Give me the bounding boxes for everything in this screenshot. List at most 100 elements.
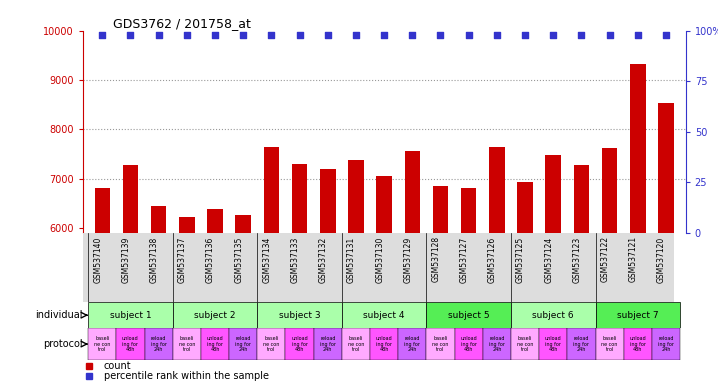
Bar [88, 328, 116, 360]
Point [463, 32, 475, 38]
Point [266, 32, 277, 38]
Text: reload
ing for
24h: reload ing for 24h [236, 336, 251, 352]
Bar [116, 328, 144, 360]
Point [294, 32, 305, 38]
Bar [348, 160, 364, 384]
Bar [123, 165, 139, 384]
Text: GSM537126: GSM537126 [488, 236, 497, 283]
Text: reload
ing for
24h: reload ing for 24h [151, 336, 167, 352]
Text: GSM537128: GSM537128 [432, 236, 441, 283]
Text: baseli
ne con
trol: baseli ne con trol [517, 336, 533, 352]
Text: GSM537124: GSM537124 [544, 236, 554, 283]
Text: GSM537121: GSM537121 [629, 236, 638, 283]
Text: unload
ing for
48h: unload ing for 48h [292, 336, 308, 352]
Bar [539, 328, 567, 360]
Point [96, 32, 108, 38]
Point [576, 32, 587, 38]
Point [181, 32, 192, 38]
Point [350, 32, 362, 38]
Text: GSM537123: GSM537123 [572, 236, 582, 283]
Bar [426, 302, 511, 328]
Text: subject 7: subject 7 [617, 311, 658, 320]
Bar [426, 328, 454, 360]
Text: unload
ing for
48h: unload ing for 48h [630, 336, 646, 352]
Bar [292, 164, 307, 384]
Text: unload
ing for
48h: unload ing for 48h [460, 336, 477, 352]
Text: subject 1: subject 1 [110, 311, 151, 320]
Text: reload
ing for
24h: reload ing for 24h [658, 336, 674, 352]
Bar [95, 187, 110, 384]
Bar [229, 328, 257, 360]
Bar [511, 302, 595, 328]
Point [378, 32, 390, 38]
Text: unload
ing for
48h: unload ing for 48h [122, 336, 139, 352]
Bar [286, 328, 314, 360]
Bar [398, 328, 426, 360]
Text: protocol: protocol [43, 339, 83, 349]
Bar [257, 302, 342, 328]
Bar [88, 302, 173, 328]
Text: reload
ing for
24h: reload ing for 24h [404, 336, 420, 352]
Text: GSM537129: GSM537129 [404, 236, 412, 283]
Text: baseli
ne con
trol: baseli ne con trol [602, 336, 617, 352]
Bar [144, 328, 173, 360]
Text: unload
ing for
48h: unload ing for 48h [376, 336, 393, 352]
Bar [517, 182, 533, 384]
Bar [173, 328, 201, 360]
Bar [179, 217, 195, 384]
Bar [602, 148, 617, 384]
Bar [208, 209, 223, 384]
Text: reload
ing for
24h: reload ing for 24h [489, 336, 505, 352]
Bar [314, 328, 342, 360]
Text: subject 4: subject 4 [363, 311, 405, 320]
Point [519, 32, 531, 38]
Bar [257, 328, 286, 360]
Bar [595, 328, 624, 360]
Text: GSM537135: GSM537135 [234, 236, 243, 283]
Point [125, 32, 136, 38]
Point [153, 32, 164, 38]
Text: unload
ing for
48h: unload ing for 48h [545, 336, 561, 352]
Text: baseli
ne con
trol: baseli ne con trol [432, 336, 449, 352]
Text: subject 5: subject 5 [448, 311, 490, 320]
Bar [624, 328, 652, 360]
Text: reload
ing for
24h: reload ing for 24h [320, 336, 336, 352]
Bar [264, 147, 279, 384]
Bar [574, 166, 589, 384]
Point [661, 32, 672, 38]
Text: baseli
ne con
trol: baseli ne con trol [264, 336, 279, 352]
Bar [511, 328, 539, 360]
Point [209, 32, 220, 38]
Text: unload
ing for
48h: unload ing for 48h [207, 336, 223, 352]
Point [238, 32, 249, 38]
Text: GSM537131: GSM537131 [347, 236, 356, 283]
Bar [236, 215, 251, 384]
Text: GSM537132: GSM537132 [319, 236, 327, 283]
Text: baseli
ne con
trol: baseli ne con trol [94, 336, 111, 352]
Bar [342, 328, 370, 360]
Bar [342, 302, 426, 328]
Bar [567, 328, 595, 360]
Text: percentile rank within the sample: percentile rank within the sample [103, 371, 269, 381]
Bar [454, 328, 482, 360]
Point [406, 32, 418, 38]
Text: subject 2: subject 2 [195, 311, 236, 320]
Bar [376, 176, 392, 384]
Point [322, 32, 333, 38]
Bar [404, 151, 420, 384]
Point [604, 32, 615, 38]
Text: GSM537138: GSM537138 [149, 236, 159, 283]
Text: GSM537136: GSM537136 [206, 236, 215, 283]
Text: GSM537134: GSM537134 [262, 236, 271, 283]
Bar [489, 147, 505, 384]
Bar [658, 103, 673, 384]
Text: GDS3762 / 201758_at: GDS3762 / 201758_at [113, 17, 251, 30]
Text: GSM537137: GSM537137 [178, 236, 187, 283]
Text: GSM537122: GSM537122 [600, 236, 610, 283]
Point [548, 32, 559, 38]
Point [435, 32, 447, 38]
Text: subject 3: subject 3 [279, 311, 320, 320]
Text: GSM537130: GSM537130 [375, 236, 384, 283]
Text: GSM537140: GSM537140 [93, 236, 102, 283]
Text: GSM537127: GSM537127 [460, 236, 469, 283]
